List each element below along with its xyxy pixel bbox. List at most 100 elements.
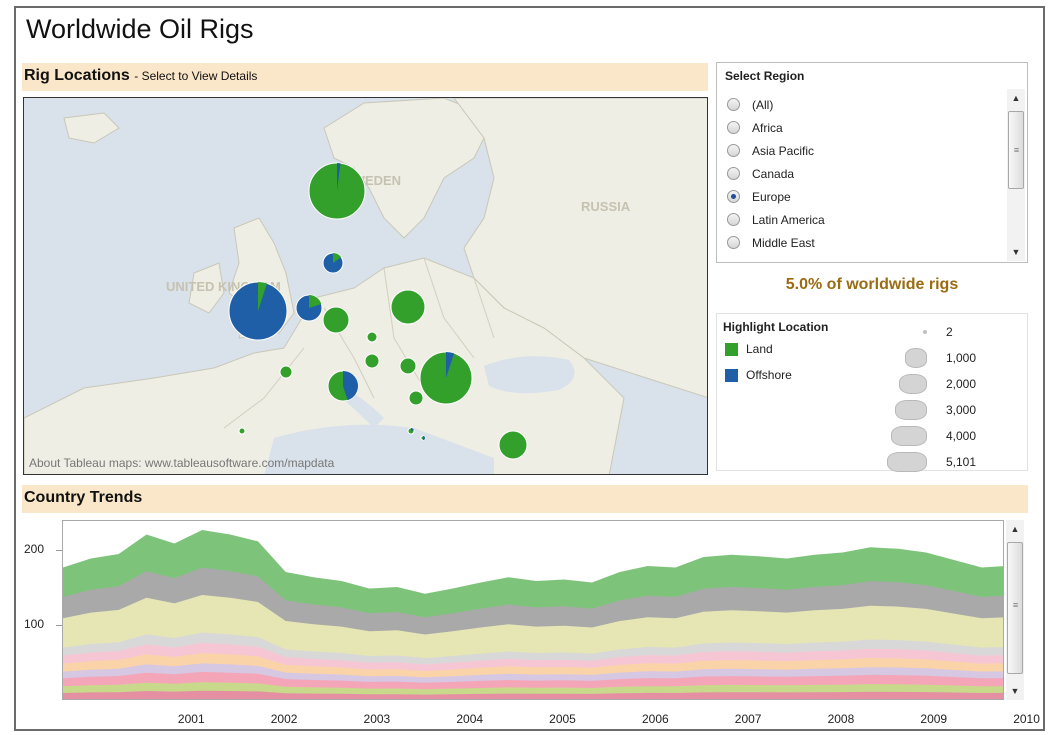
rig-pie-marker[interactable] — [366, 331, 378, 343]
radio-icon[interactable] — [727, 121, 740, 134]
x-tick-label: 2005 — [549, 712, 576, 726]
radio-icon[interactable] — [727, 213, 740, 226]
scroll-thumb[interactable]: ≡ — [1008, 111, 1024, 189]
radio-icon[interactable] — [727, 98, 740, 111]
page-title: Worldwide Oil Rigs — [26, 14, 254, 44]
size-shape — [887, 452, 927, 472]
region-option[interactable]: Latin America — [727, 208, 1007, 231]
rig-pie-slice[interactable] — [309, 295, 322, 308]
legend-item-offshore[interactable]: Offshore — [725, 368, 792, 382]
size-shape — [923, 330, 927, 334]
region-option-label: (All) — [752, 97, 774, 112]
rig-pie-marker[interactable] — [279, 365, 293, 379]
highlight-legend: Highlight Location Land Offshore 2 1,000 2… — [716, 313, 1028, 474]
size-legend-label: 3,000 — [946, 403, 977, 417]
size-legend-label: 4,000 — [946, 429, 977, 443]
size-shape — [905, 348, 927, 368]
region-option[interactable]: Middle East — [727, 231, 1007, 254]
region-scrollbar[interactable]: ▲ ≡ ▼ — [1007, 89, 1025, 261]
rig-pie-marker[interactable] — [399, 357, 417, 375]
rig-pie-marker[interactable] — [364, 353, 380, 369]
x-tick-label: 2002 — [270, 712, 298, 726]
scroll-up-icon[interactable]: ▲ — [1010, 524, 1020, 534]
x-tick-label: 2008 — [827, 712, 855, 726]
region-option[interactable]: (All) — [727, 93, 1007, 116]
size-legend-item: 2,000 — [867, 372, 1017, 396]
legend-offshore-label: Offshore — [746, 368, 792, 382]
region-filter-title: Select Region — [725, 69, 805, 83]
legend-title: Highlight Location — [723, 320, 829, 334]
rig-locations-map[interactable]: SWEDEN RUSSIA UNITED KINGDOM About Table… — [23, 97, 708, 475]
y-tick-label: 200 — [24, 542, 45, 556]
size-legend-label: 2,000 — [946, 377, 977, 391]
trends-section-header: Country Trends — [22, 485, 1028, 513]
offshore-swatch — [725, 368, 738, 382]
map-credit[interactable]: About Tableau maps: www.tableausoftware.… — [29, 456, 335, 470]
rig-pie-marker[interactable] — [390, 289, 426, 325]
radio-icon[interactable] — [727, 144, 740, 157]
map-label-russia: RUSSIA — [581, 199, 631, 214]
size-legend-item: 1,000 — [867, 346, 1017, 370]
legend-item-land[interactable]: Land — [725, 342, 773, 356]
size-shape — [891, 426, 927, 446]
radio-icon[interactable] — [727, 236, 740, 249]
map-section-header: Rig Locations - Select to View Details — [22, 63, 708, 91]
rig-pie-slice[interactable] — [423, 436, 425, 440]
rig-pie-slice[interactable] — [333, 253, 342, 263]
rig-pie-slice[interactable] — [411, 428, 414, 431]
y-tick-mark — [56, 550, 62, 551]
region-option-label: Europe — [752, 189, 791, 204]
size-legend-label: 1,000 — [946, 351, 977, 365]
scroll-up-icon[interactable]: ▲ — [1011, 93, 1021, 103]
trend-series-area[interactable] — [63, 690, 1004, 700]
map-section-subtitle: - Select to View Details — [134, 69, 258, 83]
size-shape — [899, 374, 927, 394]
x-tick-label: 2010 — [1013, 712, 1040, 726]
region-option[interactable]: Asia Pacific — [727, 139, 1007, 162]
rig-pie-slice[interactable] — [446, 352, 455, 378]
rig-pie-marker[interactable] — [322, 306, 350, 334]
land-swatch — [725, 342, 738, 356]
x-tick-label: 2009 — [920, 712, 948, 726]
rig-pie-slice[interactable] — [337, 163, 341, 191]
x-tick-label: 2004 — [456, 712, 484, 726]
region-option-label: Latin America — [752, 212, 825, 227]
y-tick-mark — [56, 625, 62, 626]
rig-pie-marker[interactable] — [408, 390, 424, 406]
size-legend-label: 2 — [946, 325, 953, 339]
trend-scrollbar[interactable]: ▲ ≡ ▼ — [1006, 520, 1024, 700]
size-legend-item: 5,101 — [867, 450, 1017, 474]
x-tick-label: 2003 — [363, 712, 391, 726]
rig-pie-slice[interactable] — [258, 282, 267, 311]
trend-plot-area[interactable] — [62, 520, 1004, 700]
scroll-down-icon[interactable]: ▼ — [1010, 686, 1020, 696]
region-option[interactable]: Africa — [727, 116, 1007, 139]
size-legend-item: 2 — [867, 320, 1017, 344]
region-option[interactable]: Canada — [727, 162, 1007, 185]
region-option-label: Canada — [752, 166, 795, 181]
x-tick-label: 2006 — [641, 712, 669, 726]
country-trends-chart: 100 200 2001 2002 2003 2004 2005 2006 2007 2008 2… — [22, 518, 1040, 728]
size-legend-label: 5,101 — [946, 455, 977, 469]
region-option-label: Africa — [752, 120, 783, 135]
radio-selected-icon[interactable] — [727, 190, 740, 203]
region-option-label: Asia Pacific — [752, 143, 815, 158]
size-shape — [895, 400, 927, 420]
x-tick-label: 2007 — [734, 712, 762, 726]
radio-icon[interactable] — [727, 167, 740, 180]
region-list: (All) Africa Asia Pacific Canada Europe Latin… — [727, 93, 1007, 259]
size-legend-item: 4,000 — [867, 424, 1017, 448]
size-legend-item: 3,000 — [867, 398, 1017, 422]
region-filter-panel: Select Region (All) Africa Asia Pacific Can… — [716, 62, 1028, 263]
map-section-title: Rig Locations — [24, 67, 130, 84]
y-tick-label: 100 — [24, 617, 45, 631]
region-option-label: Middle East — [752, 235, 815, 250]
rig-pie-marker[interactable] — [238, 427, 246, 435]
scroll-thumb[interactable]: ≡ — [1007, 542, 1023, 674]
scroll-down-icon[interactable]: ▼ — [1011, 247, 1021, 257]
trends-section-title: Country Trends — [24, 489, 143, 506]
region-option[interactable]: Europe — [727, 185, 1007, 208]
rig-pie-slice[interactable] — [343, 371, 358, 401]
rig-pie-marker[interactable] — [498, 430, 528, 460]
worldwide-share-text: 5.0% of worldwide rigs — [785, 276, 959, 293]
